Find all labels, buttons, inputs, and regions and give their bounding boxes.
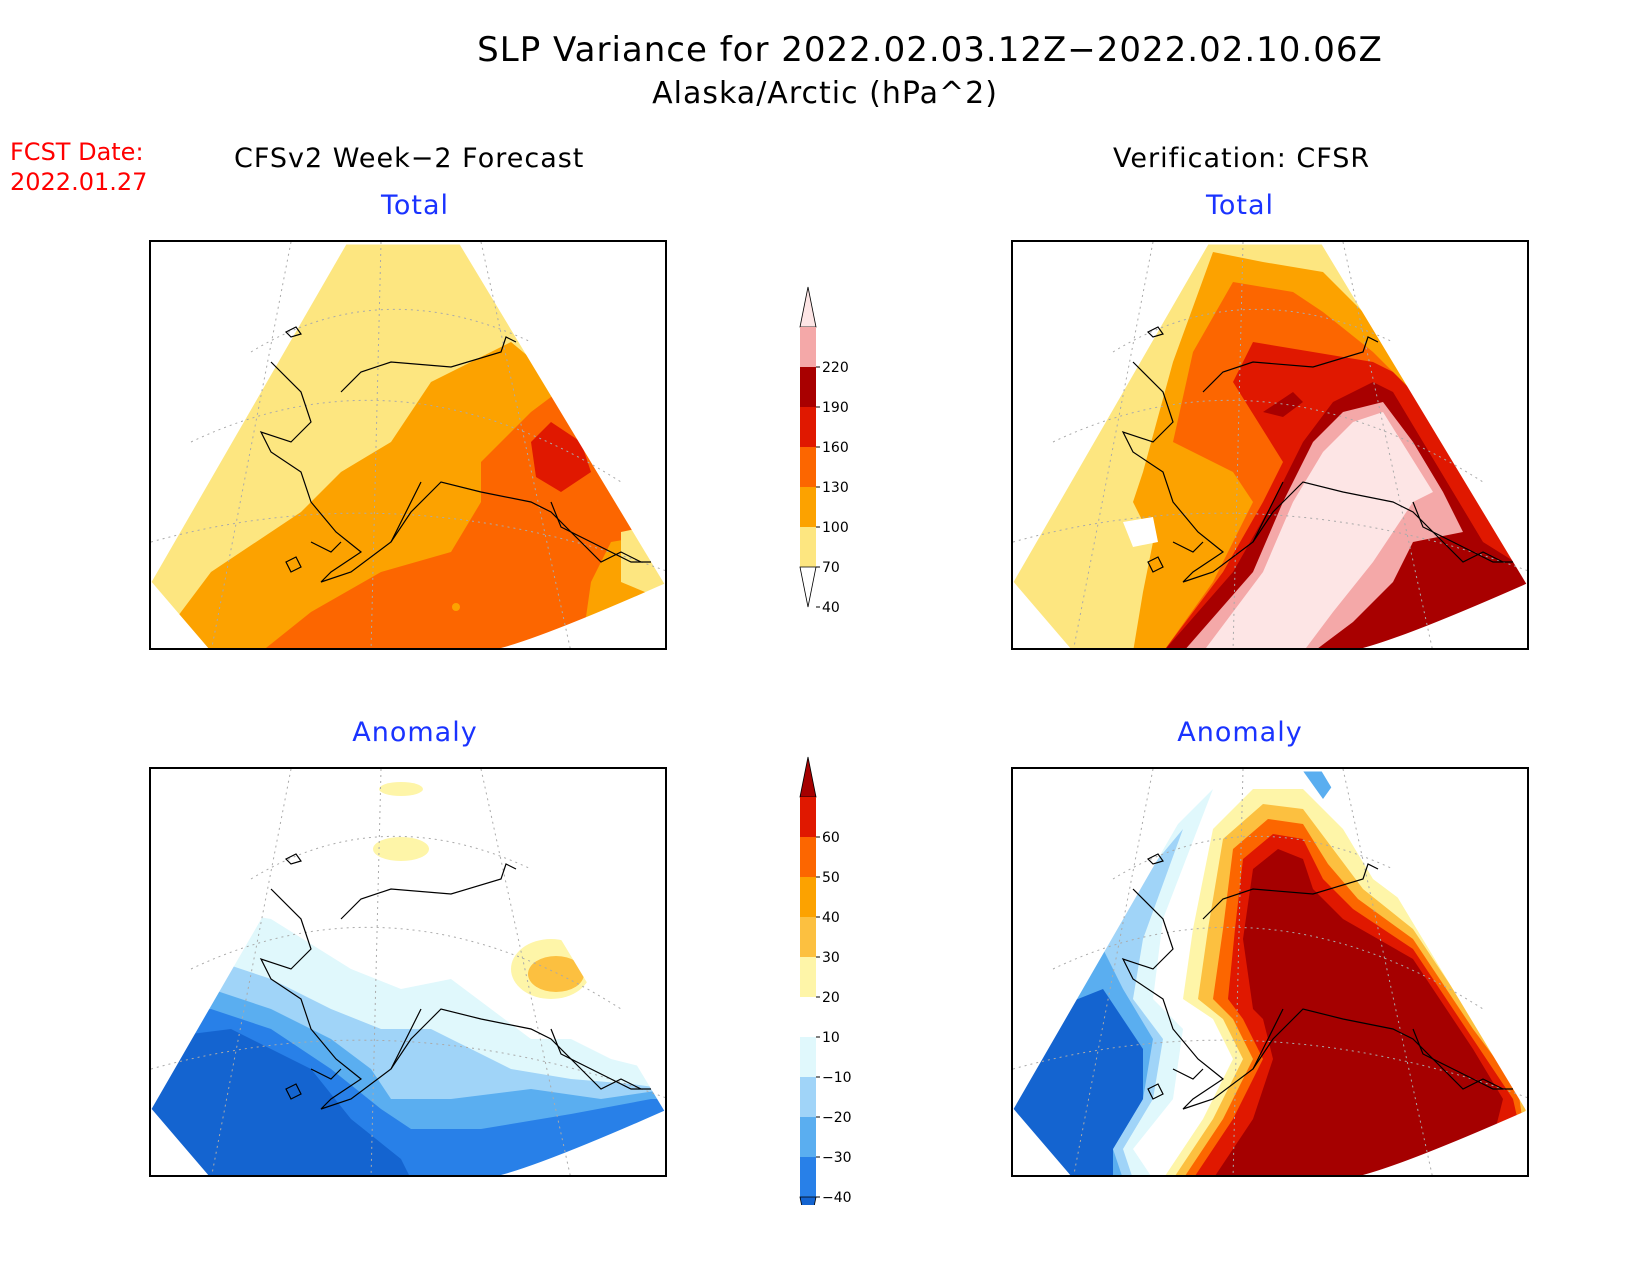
anomaly-colorbar-label: −40 [822,1190,852,1205]
total-colorbar-bottom-triangle [799,566,817,608]
main-title: SLP Variance for 2022.02.03.12Z−2022.02.… [477,30,1383,70]
anomaly-colorbar-segment [800,997,816,1037]
anomaly-colorbar-segment [800,1117,816,1157]
anomaly-colorbar-label: −10 [822,1070,852,1086]
total-colorbar-label: 160 [822,440,849,456]
total-colorbar-segment [800,447,816,487]
total-colorbar-label: 40 [822,600,840,615]
fcst-date: FCST Date: 2022.01.27 [10,137,147,197]
anomaly-colorbar-segment [800,957,816,997]
anomaly-colorbar-segment [800,837,816,877]
anomaly-colorbar-label: −20 [822,1110,852,1126]
anomaly-colorbar-label: 30 [822,950,840,966]
total-colorbar-segment [800,487,816,527]
total-colorbar: 220 190 160 130 100 70 40 [799,286,849,615]
verification-total-title: Total [1205,190,1275,221]
total-colorbar-segment [800,407,816,447]
anomaly-colorbar-label: 10 [822,1030,840,1046]
anomaly-colorbar-segment [800,1037,816,1077]
anomaly-colorbar-label: 60 [822,830,840,846]
forecast-total-map [149,240,667,650]
anomaly-colorbar-segment [800,797,816,837]
anomaly-colorbar-label: −30 [822,1150,852,1166]
total-colorbar-label: 130 [822,480,849,496]
total-colorbar-segment [800,367,816,407]
forecast-column-header: CFSv2 Week−2 Forecast [234,143,585,174]
total-colorbar-label: 220 [822,360,849,376]
forecast-anomaly-map [149,767,667,1177]
anomaly-colorbar-label: 50 [822,870,840,886]
fcst-date-label: FCST Date: [10,138,144,166]
anomaly-colorbar-segment [800,917,816,957]
total-colorbar-segment [800,327,816,367]
anomaly-colorbar: 60 50 40 30 20 10 −10 −20 −30 −40 [799,756,852,1205]
total-colorbar-label: 70 [822,560,840,576]
anomaly-colorbar-segment [800,1157,816,1197]
forecast-anomaly-title: Anomaly [352,717,478,748]
anomaly-colorbar-segment [800,877,816,917]
verification-column-header: Verification: CFSR [1113,143,1371,174]
verification-total-map [1011,240,1529,650]
total-colorbar-label: 100 [822,520,849,536]
fcst-date-value: 2022.01.27 [10,168,148,196]
anomaly-colorbar-segment [800,1077,816,1117]
total-colorbar-segment [800,527,816,567]
forecast-total-title: Total [380,190,450,221]
anomaly-colorbar-bottom-triangle [799,1196,817,1205]
anomaly-colorbar-top-triangle [799,756,817,798]
total-colorbar-top-triangle [799,286,817,328]
verification-anomaly-title: Anomaly [1177,717,1303,748]
total-colorbar-label: 190 [822,400,849,416]
anomaly-colorbar-label: 40 [822,910,840,926]
anomaly-colorbar-label: 20 [822,990,840,1006]
subtitle: Alaska/Arctic (hPa^2) [652,76,998,111]
verification-anomaly-map [1011,767,1529,1177]
